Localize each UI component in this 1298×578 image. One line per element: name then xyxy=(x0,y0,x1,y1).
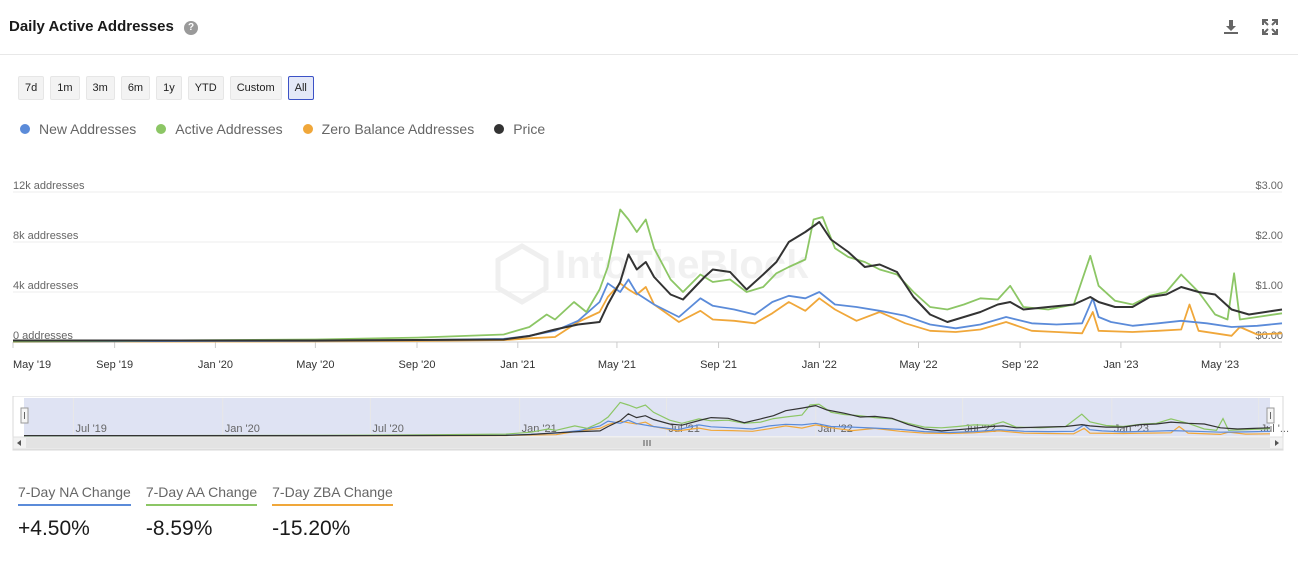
main-chart[interactable]: 0 addresses $0.00 4k addresses $1.00 8k addr… xyxy=(0,170,1298,378)
legend-item-active-addresses[interactable]: Active Addresses xyxy=(156,121,283,137)
navigator-tick-label: Jan '20 xyxy=(225,423,260,435)
range-button-1y[interactable]: 1y xyxy=(156,76,182,100)
stat-label: 7-Day ZBA Change xyxy=(272,484,393,506)
legend-dot-zero-balance xyxy=(302,124,313,134)
legend-item-zero-balance[interactable]: Zero Balance Addresses xyxy=(302,121,475,137)
legend-label-new-addresses: New Addresses xyxy=(39,121,137,137)
range-button-1m[interactable]: 1m xyxy=(50,76,80,100)
legend-label-active-addresses: Active Addresses xyxy=(175,121,283,137)
range-button-7d[interactable]: 7d xyxy=(18,76,45,100)
x-tick-label: Sep '20 xyxy=(399,359,436,371)
y-right-tick-label: $1.00 xyxy=(1255,280,1283,292)
navigator-frame xyxy=(12,396,1284,451)
expand-icon[interactable] xyxy=(1261,18,1279,36)
range-button-3m[interactable]: 3m xyxy=(85,76,115,100)
range-button-ytd[interactable]: YTD xyxy=(187,76,224,100)
stat-label: 7-Day NA Change xyxy=(18,484,131,506)
stat-label: 7-Day AA Change xyxy=(145,484,258,506)
x-tick-label: May '20 xyxy=(296,359,334,371)
legend-item-price[interactable]: Price xyxy=(494,121,545,137)
stat-aa-change: 7-Day AA Change -8.59% xyxy=(145,484,258,541)
scroll-right-arrow-icon[interactable] xyxy=(1275,440,1279,446)
y-left-tick-label: 0 addresses xyxy=(13,330,73,342)
range-button-all[interactable]: All xyxy=(287,76,314,100)
download-icon[interactable] xyxy=(1222,18,1240,36)
navigator-tick-label: Jul '19 xyxy=(75,423,106,435)
x-tick-label: Jan '22 xyxy=(802,359,837,371)
scroll-left-arrow-icon[interactable] xyxy=(17,440,21,446)
y-left-tick-label: 12k addresses xyxy=(13,180,85,192)
watermark-logo xyxy=(495,243,549,305)
navigator-tick-label: Jul '... xyxy=(1261,423,1289,435)
y-right-tick-label: $2.00 xyxy=(1255,230,1283,242)
x-tick-label: May '23 xyxy=(1201,359,1239,371)
stat-value: -15.20% xyxy=(272,517,351,540)
legend-dot-price xyxy=(494,124,505,134)
x-tick-label: Jan '21 xyxy=(500,359,535,371)
series-line-price xyxy=(13,221,1283,342)
navigator-line xyxy=(24,404,1271,437)
stats-row: 7-Day NA Change +4.50% 7-Day AA Change -… xyxy=(18,484,393,541)
scrollbar-thumb xyxy=(26,438,1270,448)
watermark-text: IntoTheBlock xyxy=(555,243,809,287)
legend-label-price: Price xyxy=(513,121,546,137)
question-circle-icon[interactable]: ? xyxy=(184,21,198,35)
stat-zba-change: 7-Day ZBA Change -15.20% xyxy=(272,484,393,541)
x-tick-label: Sep '19 xyxy=(96,359,133,371)
y-left-tick-label: 8k addresses xyxy=(13,230,79,242)
x-tick-label: May '21 xyxy=(598,359,636,371)
x-tick-label: Sep '22 xyxy=(1002,359,1039,371)
page-title: Daily Active Addresses xyxy=(9,18,174,35)
y-right-tick-label: $0.00 xyxy=(1255,330,1283,342)
legend-dot-active-addresses xyxy=(156,124,167,134)
stat-value: +4.50% xyxy=(18,517,90,540)
x-tick-label: May '19 xyxy=(13,359,51,371)
legend-dot-new-addresses xyxy=(20,124,30,134)
chart-legend: New Addresses Active Addresses Zero Bala… xyxy=(20,121,545,137)
range-selector: 7d 1m 3m 6m 1y YTD Custom All xyxy=(18,76,314,100)
y-left-tick-label: 4k addresses xyxy=(13,280,79,292)
stat-value: -8.59% xyxy=(145,517,213,540)
x-tick-label: Sep '21 xyxy=(700,359,737,371)
navigator-tick-label: Jul '20 xyxy=(372,423,403,435)
legend-label-zero-balance: Zero Balance Addresses xyxy=(321,121,475,137)
chart-header: Daily Active Addresses ? xyxy=(0,0,1298,55)
stat-na-change: 7-Day NA Change +4.50% xyxy=(18,484,131,541)
range-button-custom[interactable]: Custom xyxy=(229,76,282,100)
x-tick-label: Jan '20 xyxy=(198,359,233,371)
range-navigator[interactable]: Jul '19 Jan '20 Jul '20 Jan '21 Jul '21 Jan '… xyxy=(0,396,1298,454)
series-line-active-addresses xyxy=(12,208,1283,343)
range-button-6m[interactable]: 6m xyxy=(120,76,151,100)
legend-item-new-addresses[interactable]: New Addresses xyxy=(20,121,136,137)
y-right-tick-label: $3.00 xyxy=(1255,180,1283,192)
x-tick-label: Jan '23 xyxy=(1103,359,1138,371)
x-tick-label: May '22 xyxy=(899,359,937,371)
